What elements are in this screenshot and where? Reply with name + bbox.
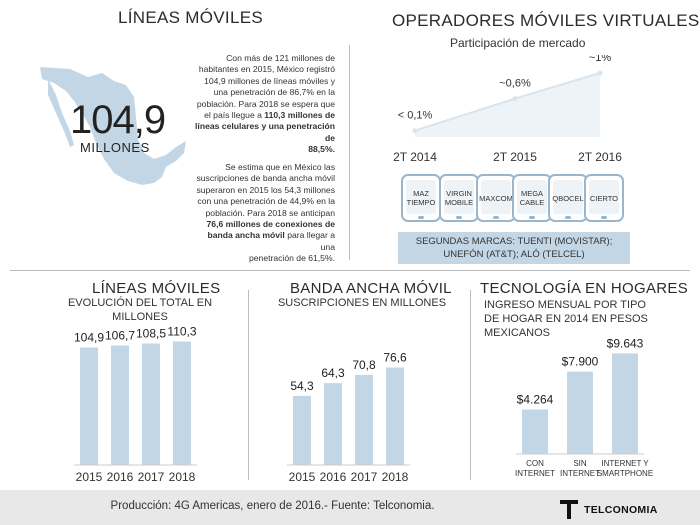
lineas-bar <box>173 341 191 465</box>
omv-value-label: ~0,6% <box>499 78 531 90</box>
operator-card: MAZ TIEMPO <box>401 174 441 222</box>
footer-brand: TELCONOMIA <box>584 504 658 516</box>
hogares-value-label: $7.900 <box>562 355 599 369</box>
banda-bar <box>324 383 342 465</box>
hogares-x-tick: INTERNET <box>560 469 600 478</box>
second-brands-box: SEGUNDAS MARCAS: TUENTI (MOVISTAR); UNEF… <box>398 232 630 264</box>
omv-x-tick: 2T 2015 <box>493 150 537 164</box>
big-unit: MILLONES <box>80 140 150 155</box>
hogares-value-label: $9.643 <box>607 336 644 350</box>
lineas-bar <box>111 345 129 465</box>
chart-hogares: $4.264CONINTERNET$7.900SININTERNET$9.643… <box>515 336 653 478</box>
hogares-x-tick: CON <box>526 459 544 468</box>
chart-banda-subtitle: SUSCRIPCIONES EN MILLONES <box>277 297 447 309</box>
banda-x-tick: 2015 <box>289 470 316 484</box>
hogares-x-tick: INTERNET <box>515 469 555 478</box>
footer-text: Producción: 4G Americas, enero de 2016.-… <box>110 500 435 512</box>
omv-value-label: ~1% <box>589 55 612 64</box>
lineas-bar <box>80 347 98 465</box>
lineas-bar <box>142 343 160 465</box>
omv-point <box>512 96 518 102</box>
operator-card: CIERTO <box>584 174 624 222</box>
operator-card: MAXCOM <box>476 174 516 222</box>
chart-lineas-title: LÍNEAS MÓVILES <box>92 280 221 297</box>
paragraph-lineas: Con más de 121 millones de habitantes en… <box>195 53 335 155</box>
lineas-x-tick: 2018 <box>169 470 196 484</box>
lineas-x-tick: 2015 <box>76 470 103 484</box>
lineas-value-label: 108,5 <box>136 326 166 340</box>
lineas-moviles-title: LÍNEAS MÓVILES <box>118 8 263 27</box>
omv-title: OPERADORES MÓVILES VIRTUALES <box>392 11 700 30</box>
big-number: 104,9 <box>70 98 166 142</box>
divider-vertical-bottom-2 <box>470 290 471 480</box>
chart-lineas: 104,9 2015 106,7 2016 108,5 2017 110,3 2018 <box>74 324 197 484</box>
banda-bar <box>386 367 404 465</box>
divider-horizontal <box>10 270 690 271</box>
lineas-x-tick: 2016 <box>107 470 134 484</box>
banda-value-label: 64,3 <box>321 366 345 380</box>
omv-line-chart: < 0,1% 2T 2014 ~0,6% 2T 2015 ~1% 2T 2016 <box>393 55 622 164</box>
banda-x-tick: 2016 <box>320 470 347 484</box>
hogares-x-tick: INTERNET Y <box>601 459 649 468</box>
banda-x-tick: 2017 <box>351 470 378 484</box>
lineas-value-label: 110,3 <box>167 324 196 338</box>
omv-point <box>412 128 418 134</box>
omv-subtitle: Participación de mercado <box>450 36 586 50</box>
divider-vertical-bottom-1 <box>248 290 249 480</box>
omv-point <box>597 70 603 76</box>
banda-value-label: 54,3 <box>290 379 314 393</box>
telconomia-logo-icon <box>560 500 578 519</box>
banda-bar <box>355 374 373 465</box>
omv-area <box>415 73 600 137</box>
operator-card: VIRGIN MOBILE <box>439 174 479 222</box>
chart-hogares-subtitle: INGRESO MENSUAL POR TIPO DE HOGAR EN 201… <box>484 299 648 339</box>
chart-banda: 54,3 2015 64,3 2016 70,8 2017 76,6 2018 <box>287 351 410 484</box>
hogares-bar <box>612 353 638 454</box>
lineas-value-label: 106,7 <box>105 328 135 342</box>
omv-x-tick: 2T 2014 <box>393 150 437 164</box>
lineas-x-tick: 2017 <box>138 470 165 484</box>
banda-bar <box>293 395 311 465</box>
hogares-bar <box>522 409 548 454</box>
paragraph-banda: Se estima que en México las suscripcione… <box>196 162 335 264</box>
operator-card: QBOCEL <box>548 174 588 222</box>
lineas-value-label: 104,9 <box>74 331 104 345</box>
omv-x-tick: 2T 2016 <box>578 150 622 164</box>
banda-value-label: 76,6 <box>383 351 407 365</box>
footer <box>0 490 700 525</box>
hogares-value-label: $4.264 <box>517 393 554 407</box>
omv-value-label: < 0,1% <box>398 110 433 122</box>
hogares-x-tick: SMARTPHONE <box>597 469 653 478</box>
operator-card: MEGA CABLE <box>512 174 552 222</box>
banda-x-tick: 2018 <box>382 470 409 484</box>
divider-vertical-top <box>349 45 350 260</box>
chart-lineas-subtitle: EVOLUCIÓN DEL TOTAL EN MILLONES <box>67 297 213 323</box>
banda-value-label: 70,8 <box>352 358 376 372</box>
chart-hogares-title: TECNOLOGÍA EN HOGARES <box>480 280 689 297</box>
hogares-bar <box>567 371 593 454</box>
chart-banda-title: BANDA ANCHA MÓVIL <box>290 280 452 297</box>
hogares-x-tick: SIN <box>573 459 587 468</box>
mexico-map-icon <box>40 67 186 185</box>
